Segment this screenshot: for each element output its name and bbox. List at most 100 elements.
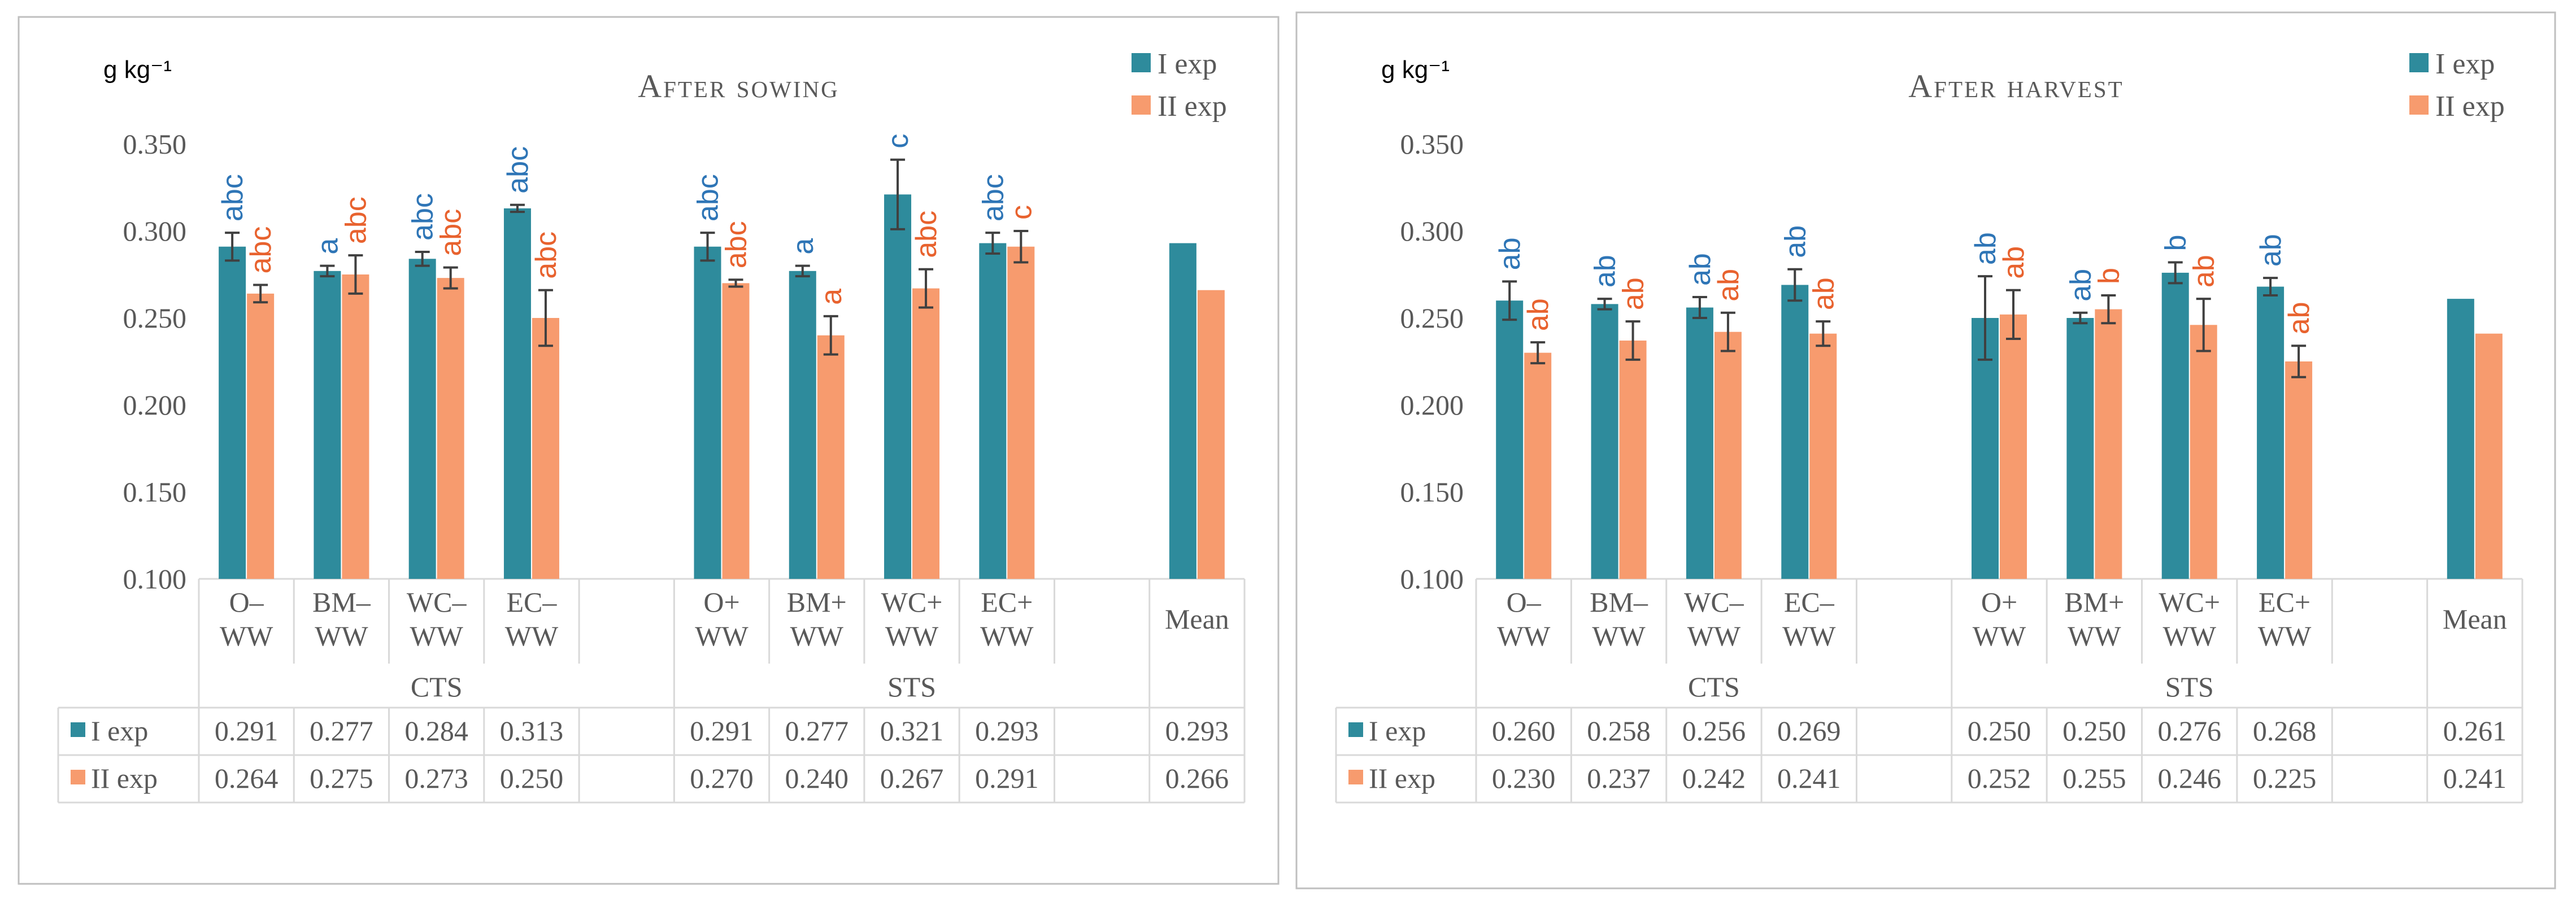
bar-ii-exp — [1007, 246, 1035, 579]
legend-label: II exp — [1158, 90, 1227, 123]
category-label: WW — [2068, 620, 2121, 652]
significance-label: abc — [720, 221, 753, 268]
significance-label: a — [787, 238, 820, 255]
y-tick-label: 0.100 — [123, 563, 187, 595]
table-value: 0.291 — [215, 715, 279, 747]
table-value: 0.270 — [690, 762, 754, 794]
legend-label: I exp — [2435, 48, 2495, 80]
category-label: WW — [1687, 620, 1741, 652]
significance-label: b — [2160, 235, 2192, 251]
y-axis-unit-label: g kg⁻¹ — [1381, 56, 1450, 84]
category-label: Mean — [2443, 603, 2507, 635]
category-label: BM– — [312, 586, 371, 618]
category-label: WW — [505, 620, 559, 652]
y-tick-label: 0.200 — [123, 389, 187, 421]
table-value: 0.284 — [404, 715, 468, 747]
bar-ii-exp — [342, 274, 369, 579]
table-value: 0.237 — [1587, 762, 1651, 794]
y-tick-label: 0.200 — [1400, 389, 1464, 421]
bar-ii-exp — [817, 335, 845, 579]
bar-i-exp — [2066, 318, 2094, 579]
category-label: O– — [1507, 586, 1542, 618]
bar-ii-exp — [437, 278, 464, 579]
table-value: 0.277 — [785, 715, 849, 747]
table-series-name: I exp — [1369, 715, 1426, 747]
table-value: 0.276 — [2157, 715, 2221, 747]
significance-label: abc — [977, 174, 1009, 221]
table-value: 0.275 — [310, 762, 373, 794]
bar-i-exp — [2161, 272, 2189, 579]
bar-ii-exp — [2095, 309, 2122, 579]
significance-label: ab — [1807, 277, 1840, 310]
significance-label: abc — [245, 226, 277, 274]
category-label: WW — [410, 620, 463, 652]
legend-key-table — [71, 722, 85, 737]
panel-frame — [18, 16, 1280, 885]
y-tick-label: 0.100 — [1400, 563, 1464, 595]
chart-panel-2: g kg⁻¹ After harvest 0.350 0.300 0.250 0.200 0… — [1295, 11, 2556, 889]
significance-label: c — [1005, 205, 1038, 220]
legend-swatch — [2409, 95, 2429, 115]
bar-i-exp — [314, 271, 341, 579]
category-label: WC+ — [2159, 586, 2220, 618]
category-label: WW — [980, 620, 1034, 652]
category-label: BM+ — [787, 586, 847, 618]
table-series-name: II exp — [91, 762, 158, 794]
table-series-name: II exp — [1369, 762, 1435, 794]
bar-i-exp — [1496, 300, 1524, 579]
category-label: WC– — [407, 586, 467, 618]
significance-label: abc — [340, 197, 372, 244]
category-label: WW — [885, 620, 939, 652]
significance-label: ab — [1712, 269, 1745, 302]
category-label: WW — [1592, 620, 1646, 652]
significance-label: ab — [1684, 253, 1717, 286]
y-tick-label: 0.250 — [123, 302, 187, 334]
significance-label: a — [815, 289, 848, 305]
significance-label: ab — [1779, 225, 1812, 258]
bar-i-exp — [789, 271, 816, 579]
group-label: STS — [2165, 671, 2214, 703]
significance-label: ab — [1617, 277, 1650, 310]
bar-i-exp — [1781, 285, 1809, 579]
category-label: EC– — [507, 586, 558, 618]
bar-ii-exp — [1524, 352, 1552, 579]
significance-label: abc — [530, 232, 563, 279]
group-label: STS — [887, 671, 936, 703]
category-label: EC– — [1784, 586, 1835, 618]
table-value: 0.267 — [880, 762, 944, 794]
table-value: 0.250 — [2062, 715, 2126, 747]
significance-label: abc — [407, 193, 440, 241]
category-label: BM+ — [2064, 586, 2124, 618]
category-label: EC+ — [2259, 586, 2310, 618]
table-value: 0.255 — [2062, 762, 2126, 794]
y-tick-label: 0.300 — [123, 215, 187, 247]
bar-ii-exp — [1809, 333, 1837, 579]
table-value: 0.293 — [975, 715, 1039, 747]
y-axis-unit-label: g kg⁻¹ — [103, 56, 172, 84]
bar-ii-exp — [2475, 333, 2503, 579]
table-value: 0.277 — [310, 715, 373, 747]
category-label: WW — [315, 620, 368, 652]
bar-ii-exp — [1197, 290, 1225, 579]
significance-label: ab — [1969, 232, 2002, 265]
table-value: 0.230 — [1492, 762, 1556, 794]
bar-i-exp — [884, 194, 912, 579]
table-value: 0.264 — [215, 762, 279, 794]
significance-label: abc — [502, 146, 534, 194]
bar-ii-exp — [722, 283, 750, 579]
table-value: 0.260 — [1492, 715, 1556, 747]
significance-label: ab — [2283, 302, 2316, 334]
table-value: 0.250 — [500, 762, 564, 794]
table-value: 0.256 — [1682, 715, 1746, 747]
table-value: 0.313 — [500, 715, 564, 747]
significance-label: abc — [910, 211, 943, 258]
significance-label: abc — [692, 174, 725, 221]
y-tick-label: 0.150 — [1400, 476, 1464, 508]
bar-ii-exp — [2190, 325, 2217, 579]
significance-label: b — [2092, 268, 2125, 284]
legend-key-table — [71, 770, 85, 784]
significance-label: ab — [2064, 269, 2097, 302]
y-tick-label: 0.350 — [1400, 128, 1464, 160]
y-tick-label: 0.350 — [123, 128, 187, 160]
legend-swatch — [2409, 53, 2429, 72]
